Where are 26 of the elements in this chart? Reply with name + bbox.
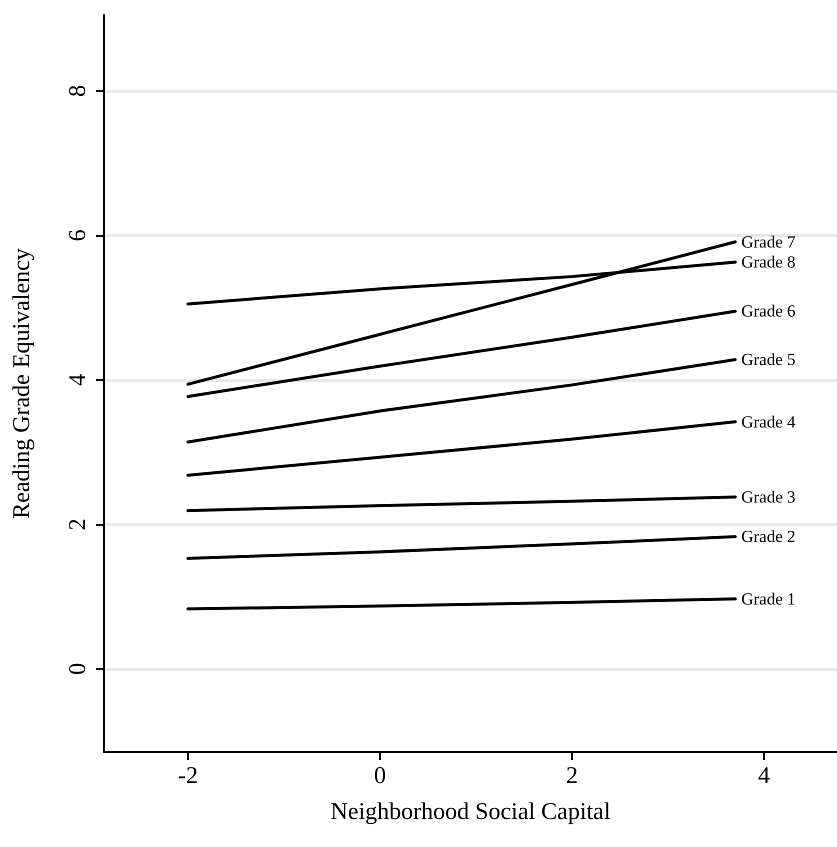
y-tick-label: 0: [65, 662, 91, 675]
series-label: Grade 4: [741, 412, 796, 432]
line-series: [186, 420, 737, 477]
y-axis-title: Reading Grade Equivalency: [9, 248, 35, 519]
x-tick-label: -2: [178, 763, 198, 789]
line-series: [186, 240, 737, 386]
line-series: [186, 310, 737, 398]
line-series: [186, 535, 737, 560]
series-label: Grade 1: [741, 589, 796, 608]
series-label: Grade 5: [741, 350, 796, 370]
y-tick-label: 6: [65, 229, 91, 242]
line-series: [186, 495, 737, 512]
series-label: Grade 2: [741, 527, 796, 546]
x-tick-label: 4: [758, 763, 770, 789]
series-label: Grade 6: [741, 302, 796, 321]
series-label: Grade 3: [741, 487, 796, 506]
line-series: [186, 358, 737, 444]
y-tick-label: 2: [65, 518, 91, 530]
series-label: Grade 7: [741, 232, 796, 252]
line-series: [186, 597, 737, 610]
y-tick-label: 4: [65, 374, 91, 386]
series-label: Grade 8: [741, 252, 796, 272]
y-tick-label: 8: [65, 84, 91, 97]
x-tick-label: 0: [374, 763, 386, 789]
x-axis-title: Neighborhood Social Capital: [330, 799, 611, 825]
x-tick-label: 2: [566, 763, 578, 789]
